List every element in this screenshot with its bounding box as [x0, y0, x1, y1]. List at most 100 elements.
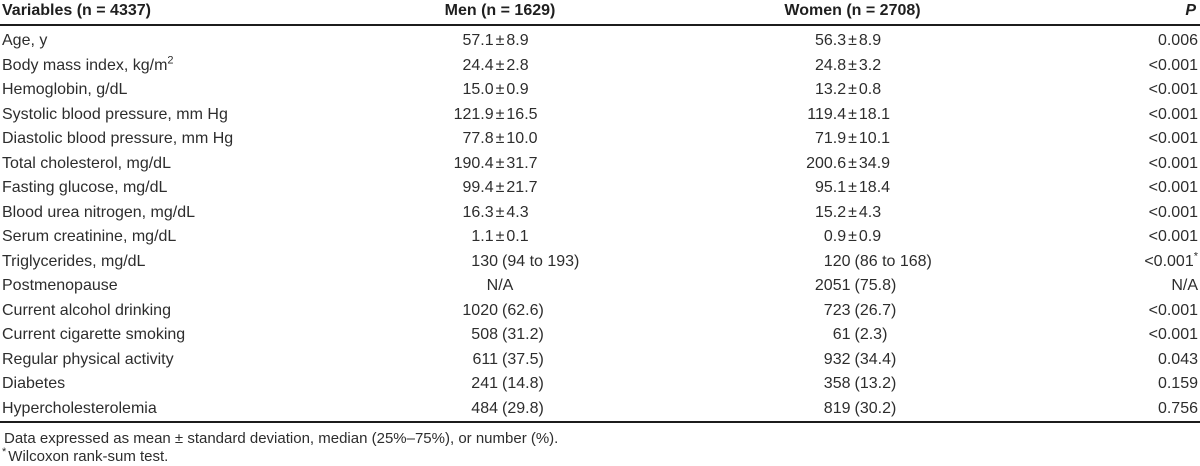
footnote-wilcoxon: * Wilcoxon rank-sum test. — [2, 447, 1200, 466]
men-value-cell: 15.0 ±0.9 — [462, 81, 529, 99]
p-value-cell: 0.756 — [1050, 396, 1200, 423]
men-value-cell: 1.1 ±0.1 — [471, 228, 529, 246]
p-value-cell: 0.043 — [1050, 348, 1200, 373]
variable-cell: Fasting glucose, mg/dL — [0, 176, 345, 201]
p-value: <0.001 — [1148, 228, 1198, 246]
table-row: Hemoglobin, g/dL 15.0 ±0.9 13.2 ±0.8 <0.00… — [0, 78, 1200, 103]
p-superscript: * — [1193, 250, 1198, 263]
men-value-cell: 130 (94 to 193) — [471, 252, 580, 270]
variable-cell: Postmenopause — [0, 274, 345, 299]
col-header-variables: Variables (n = 4337) — [0, 0, 345, 26]
table-footnotes: Data expressed as mean ± standard deviat… — [0, 430, 1200, 466]
variable-label: Postmenopause — [2, 277, 118, 295]
footnote-text: Data expressed as mean ± standard deviat… — [4, 430, 559, 447]
women-value-cell: 0.9 ±0.9 — [823, 228, 882, 246]
p-value-cell: <0.001 — [1050, 127, 1200, 152]
men-value-cell: 611 (37.5) — [472, 350, 544, 368]
p-value: <0.001 — [1144, 252, 1194, 270]
variable-label: Hemoglobin, g/dL — [2, 81, 128, 99]
p-value-cell: <0.001 — [1050, 176, 1200, 201]
baseline-characteristics-table: Variables (n = 4337) Men (n = 1629) Wome… — [0, 0, 1200, 423]
variable-cell: Current alcohol drinking — [0, 299, 345, 324]
women-value-cell: 56.3 ±8.9 — [814, 32, 882, 50]
col-header-men: Men (n = 1629) — [345, 0, 655, 26]
women-value-cell: 13.2 ±0.8 — [814, 81, 882, 99]
footnote-text: Wilcoxon rank-sum test. — [8, 448, 169, 465]
p-value-cell: 0.006 — [1050, 25, 1200, 54]
p-value: <0.001 — [1148, 130, 1198, 148]
women-value-cell: 95.1 ±18.4 — [814, 179, 891, 197]
p-value-cell: <0.001 — [1050, 201, 1200, 226]
variable-label: Current alcohol drinking — [2, 301, 171, 319]
p-value-cell: <0.001 — [1050, 225, 1200, 250]
women-value-cell: 2051 (75.8) — [814, 277, 897, 295]
variable-label: Regular physical activity — [2, 350, 174, 368]
table-row: Postmenopause N/A 2051 (75.8) N/A — [0, 274, 1200, 299]
variable-cell: Diabetes — [0, 372, 345, 397]
p-value: <0.001 — [1148, 154, 1198, 172]
p-value-cell: 0.159 — [1050, 372, 1200, 397]
p-value-cell: <0.001 — [1050, 323, 1200, 348]
women-value-cell: 200.6 ±34.9 — [806, 154, 891, 172]
variable-label: Serum creatinine, mg/dL — [2, 228, 177, 246]
p-value-cell: N/A — [1050, 274, 1200, 299]
p-value-cell: <0.001 — [1050, 78, 1200, 103]
men-value-cell: 24.4 ±2.8 — [462, 56, 529, 74]
p-value-cell: <0.001 — [1050, 103, 1200, 128]
variable-label: Current cigarette smoking — [2, 326, 186, 344]
men-value-cell: 57.1 ±8.9 — [462, 32, 529, 50]
variable-label: Age, y — [2, 32, 48, 50]
variable-cell: Diastolic blood pressure, mm Hg — [0, 127, 345, 152]
variable-label: Blood urea nitrogen, mg/dL — [2, 203, 196, 221]
men-value-cell: 190.4 ±31.7 — [453, 154, 538, 172]
table-row: Diastolic blood pressure, mm Hg 77.8 ±10.… — [0, 127, 1200, 152]
p-value-cell: <0.001 — [1050, 299, 1200, 324]
p-value-cell: <0.001 — [1050, 152, 1200, 177]
women-value-cell: 819 (30.2) — [655, 396, 1050, 423]
table-row: Total cholesterol, mg/dL 190.4 ±31.7 200.… — [0, 152, 1200, 177]
variable-label: Diabetes — [2, 375, 66, 393]
table-row: Age, y 57.1 ±8.9 56.3 ±8.9 0.006 — [0, 25, 1200, 54]
variable-label: Systolic blood pressure, mm Hg — [2, 105, 228, 123]
p-value: <0.001 — [1148, 179, 1198, 197]
p-value: <0.001 — [1148, 56, 1198, 74]
men-value-cell: N/A — [486, 277, 514, 295]
women-value-cell: 119.4 ±18.1 — [807, 105, 891, 123]
variable-label: Diastolic blood pressure, mm Hg — [2, 130, 234, 148]
women-value-cell: 24.8 ±3.2 — [814, 56, 882, 74]
men-value-cell: 241 (14.8) — [471, 375, 544, 393]
variable-label: Triglycerides, mg/dL — [2, 252, 146, 270]
women-value-cell: 120 (86 to 168) — [823, 252, 932, 270]
table-row: Serum creatinine, mg/dL 1.1 ±0.1 0.9 ±0.9 … — [0, 225, 1200, 250]
table-row: Current alcohol drinking 1020 (62.6) 723(… — [0, 299, 1200, 324]
table-row: Diabetes 241 (14.8) 358 (13.2) 0.159 — [0, 372, 1200, 397]
variable-cell: Triglycerides, mg/dL — [0, 250, 345, 275]
variable-cell: Hypercholesterolemia — [0, 396, 345, 423]
variable-cell: Serum creatinine, mg/dL — [0, 225, 345, 250]
variable-cell: Age, y — [0, 25, 345, 54]
p-value: N/A — [1171, 277, 1198, 295]
p-value: 0.043 — [1157, 350, 1198, 368]
p-value: <0.001 — [1148, 203, 1198, 221]
p-value-cell: <0.001 — [1050, 54, 1200, 79]
footnote-data-description: Data expressed as mean ± standard deviat… — [2, 430, 1200, 448]
men-value-cell: 16.3 ±4.3 — [462, 203, 529, 221]
p-value: 0.756 — [1157, 399, 1198, 417]
women-value-cell: 358 (13.2) — [823, 375, 897, 393]
p-value: 0.159 — [1157, 375, 1198, 393]
men-value-cell: 484 (29.8) — [345, 396, 655, 423]
table-row: Fasting glucose, mg/dL 99.4 ±21.7 95.1 ±18… — [0, 176, 1200, 201]
p-value: <0.001 — [1148, 105, 1198, 123]
women-value-cell: 15.2 ±4.3 — [814, 203, 882, 221]
men-value-cell: 77.8 ±10.0 — [462, 130, 538, 148]
col-header-p: P — [1050, 0, 1200, 26]
variable-cell: Body mass index, kg/m2 — [0, 54, 345, 79]
table-row: Regular physical activity 611 (37.5) 932(… — [0, 348, 1200, 373]
men-value-cell: 1020 (62.6) — [462, 301, 544, 319]
variable-cell: Systolic blood pressure, mm Hg — [0, 103, 345, 128]
men-value-cell: 121.9 ±16.5 — [453, 105, 538, 123]
men-value-cell: 508 (31.2) — [471, 326, 544, 344]
p-value: <0.001 — [1148, 301, 1198, 319]
table-row: Body mass index, kg/m2 24.4 ±2.8 24.8 ±3.2… — [0, 54, 1200, 79]
